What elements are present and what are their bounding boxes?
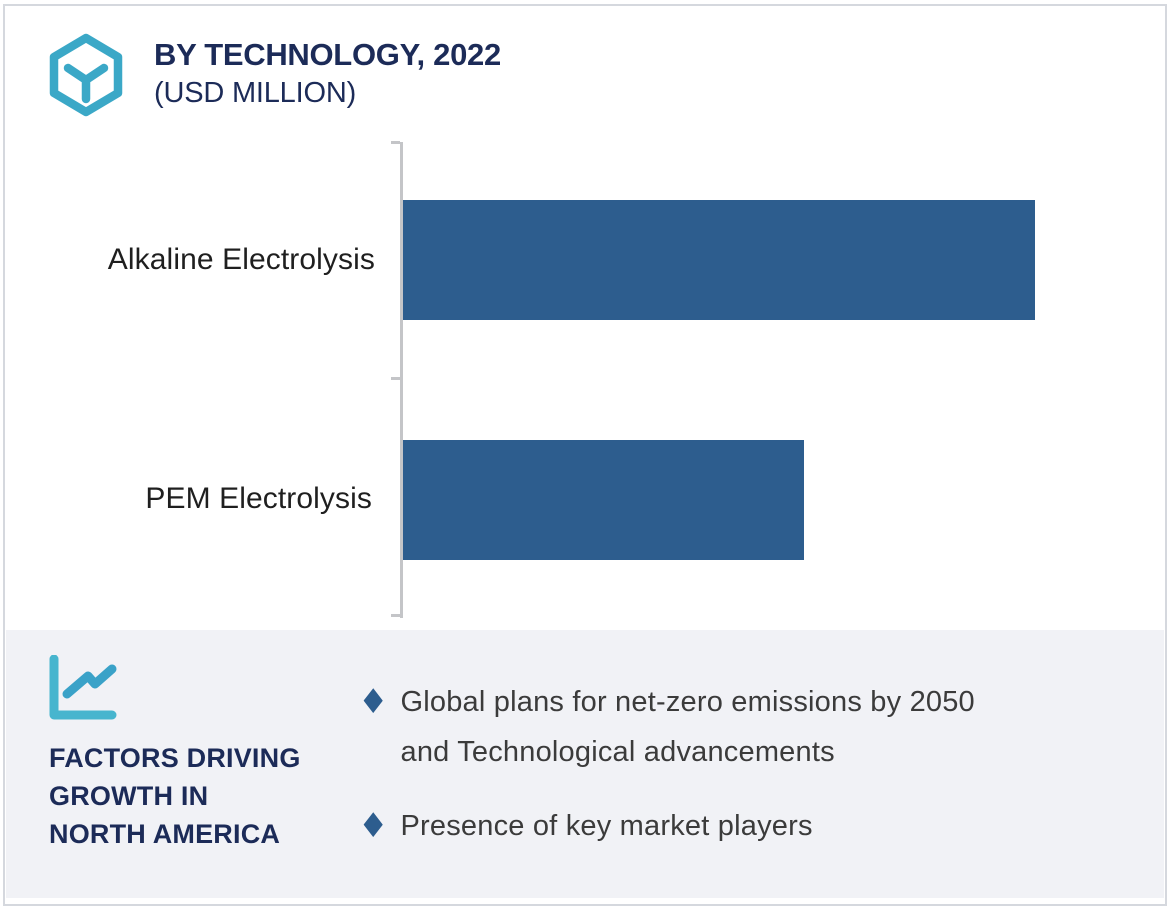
axis-tick	[391, 141, 400, 144]
factor-bullet-item: ♦ Presence of key market players	[358, 801, 813, 851]
bar-pem-electrolysis	[403, 440, 804, 560]
axis-tick	[391, 377, 400, 380]
line-chart-icon	[48, 654, 120, 723]
diamond-bullet-icon: ♦	[358, 682, 389, 722]
chart-header: BY TECHNOLOGY, 2022 (USD MILLION)	[154, 37, 501, 110]
category-axis-line	[400, 142, 403, 618]
factor-bullet-item: ♦ Global plans for net-zero emissions by…	[358, 677, 975, 777]
category-label-pem-electrolysis: PEM Electrolysis	[145, 482, 372, 515]
hexagon-cube-icon	[46, 33, 126, 117]
chart-subtitle: (USD MILLION)	[154, 77, 357, 109]
factor-bullet-text: Global plans for net-zero emissions by 2…	[400, 686, 975, 768]
factors-heading: FACTORS DRIVING GROWTH IN NORTH AMERICA	[49, 743, 301, 849]
category-label-alkaline-electrolysis: Alkaline Electrolysis	[107, 243, 375, 276]
factors-panel: FACTORS DRIVING GROWTH IN NORTH AMERICA …	[6, 630, 1164, 898]
diamond-bullet-icon: ♦	[358, 806, 389, 846]
factor-bullet-text: Presence of key market players	[400, 810, 813, 842]
bar-alkaline-electrolysis	[403, 200, 1035, 320]
axis-tick	[391, 614, 400, 617]
chart-title: BY TECHNOLOGY, 2022	[154, 37, 501, 72]
